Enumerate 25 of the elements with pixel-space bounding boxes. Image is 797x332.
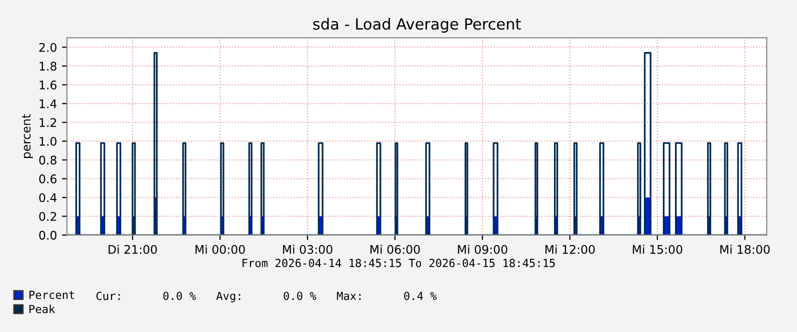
text: Cur: 0.0 % Avg: 0.0 % Max: 0.4 % [96, 292, 437, 302]
y-tick-label: 1.8 [40, 62, 56, 71]
x-tick-label: Mi 00:00 [196, 244, 245, 254]
y-tick-label: 0.2 [39, 212, 56, 221]
y-tick-label: 1.0 [40, 136, 56, 146]
y-tick-label: 2.0 [39, 42, 56, 52]
x-tick-label: Mi 15:00 [632, 244, 682, 254]
x-tick-label: Mi 03:00 [283, 244, 332, 254]
y-tick-label: 0.8 [39, 156, 56, 165]
x-tick-label: Mi 18:00 [720, 244, 770, 254]
chart-title: sda - Load Average Percent [313, 18, 521, 33]
y-axis-title: percent [22, 114, 33, 158]
y-tick-label: 0.0 [39, 230, 56, 240]
text: From 2026-04-14 18:45:15 To 2026-04-15 18:45:15 [242, 258, 555, 268]
x-tick-label: Mi 09:00 [458, 244, 508, 254]
y-tick-label: 1.4 [40, 99, 57, 108]
y-tick-label: 1.2 [40, 118, 56, 127]
legend-label: Percent [30, 290, 74, 300]
y-tick-label: 0.4 [39, 193, 57, 202]
y-tick-label: 1.6 [40, 80, 56, 90]
x-tick-label: Mi 06:00 [370, 244, 420, 254]
y-tick-label: 0.6 [39, 174, 56, 184]
x-tick-label: Di 21:00 [108, 244, 157, 254]
legend-label: Peak [30, 304, 56, 314]
x-tick-label: Mi 12:00 [545, 244, 595, 254]
